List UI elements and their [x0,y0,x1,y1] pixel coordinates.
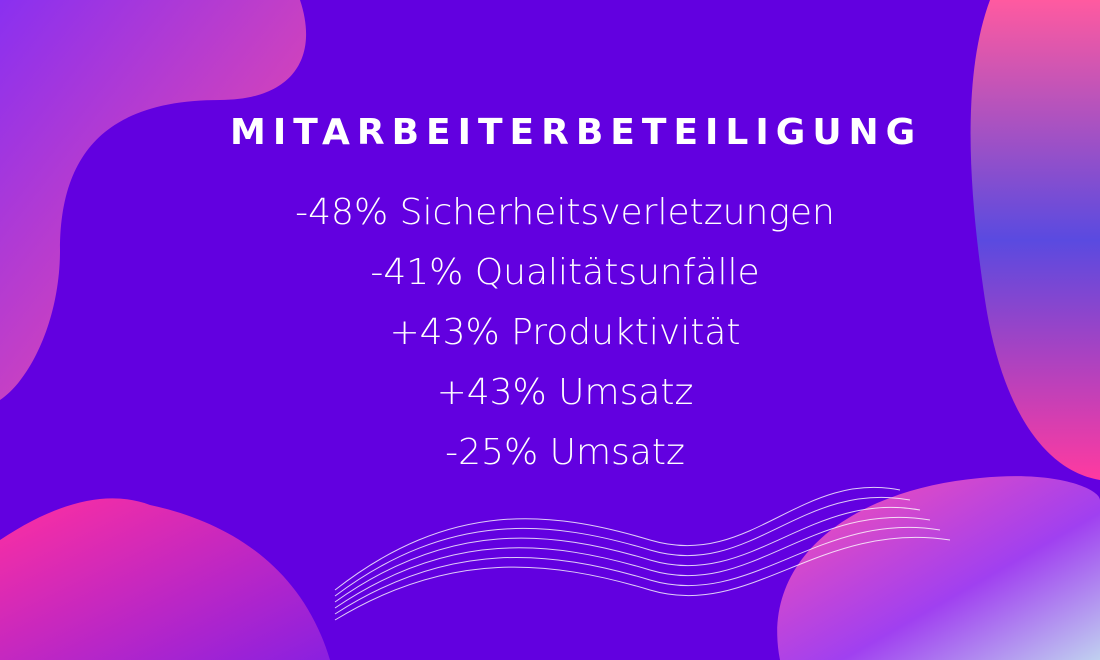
stat-line: +43% Produktivität [389,312,741,353]
title: MITARBEITERBETEILIGUNG [230,112,923,153]
stat-line: -41% Qualitätsunfälle [370,252,760,293]
stat-line: -25% Umsatz [445,432,685,473]
waves [334,486,951,621]
blob [970,0,1100,480]
stat-line: +43% Umsatz [436,372,694,413]
stat-line: -48% Sicherheitsverletzungen [295,192,835,233]
blob [0,0,307,400]
blob [0,498,330,660]
blob [777,476,1100,660]
